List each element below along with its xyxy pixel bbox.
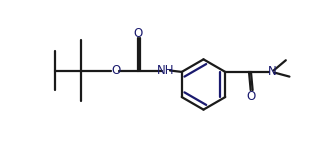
Text: N: N: [268, 65, 276, 78]
Text: O: O: [246, 90, 255, 103]
Text: O: O: [133, 27, 142, 40]
Text: O: O: [111, 64, 120, 77]
Text: NH: NH: [157, 64, 174, 77]
